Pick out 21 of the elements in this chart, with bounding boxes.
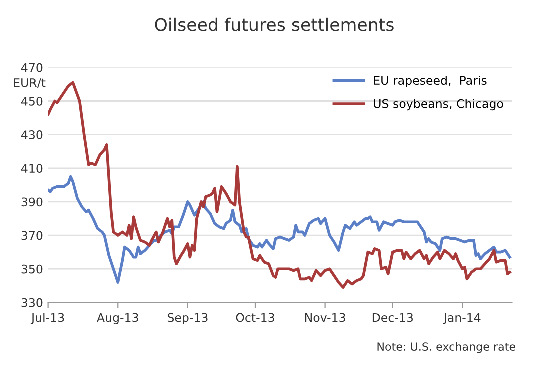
- y-tick-label: 390: [22, 198, 43, 207]
- y-tick-label: 430: [21, 130, 43, 140]
- y-tick-label: 470: [21, 63, 43, 72]
- x-tick-label: Dec-13: [372, 313, 413, 322]
- y-axis-title: EUR/t: [14, 78, 46, 88]
- x-tick-label: Nov-13: [305, 313, 346, 322]
- x-tick-label: Aug-13: [97, 313, 138, 325]
- x-tick-label: Oct-13: [236, 313, 274, 322]
- y-tick-label: 330: [22, 298, 43, 308]
- legend-label: EU rapeseed, Paris: [374, 76, 487, 88]
- line-series: [48, 175, 512, 284]
- chart-title: Oilseed futures settlements: [155, 18, 394, 32]
- text: Note: U.S. exchange rate: [378, 342, 516, 354]
- y-tick-label: 450: [21, 96, 43, 106]
- legend-label: US soybeans, Chicago: [374, 99, 504, 111]
- x-tick-label: Jul-13: [30, 313, 64, 324]
- x-tick-label: Jan-14: [443, 313, 481, 324]
- y-tick-label: 350: [22, 264, 43, 274]
- y-tick-label: 410: [21, 164, 43, 174]
- x-tick-label: Sep-13: [168, 313, 208, 325]
- y-tick-label: 370: [22, 231, 43, 240]
